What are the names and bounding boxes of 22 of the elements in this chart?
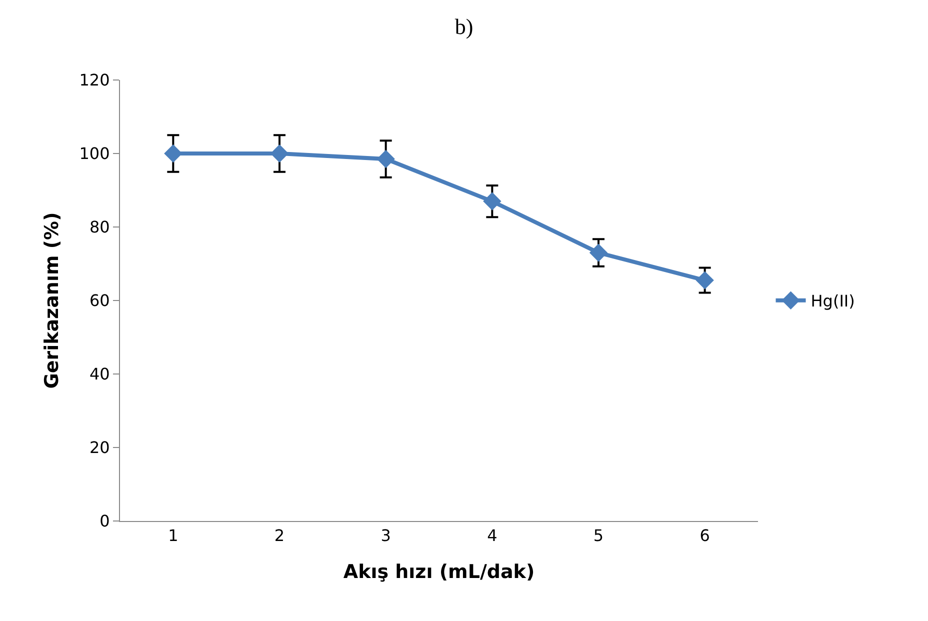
point: [483, 192, 502, 210]
y-tick-label: 100: [79, 144, 110, 164]
legend-label: Hg(II): [810, 292, 855, 311]
x-axis-title: Akış hızı (mL/dak): [343, 561, 535, 583]
x-tick-label: 1: [168, 526, 178, 546]
x-tick-label: 2: [274, 526, 285, 546]
point: [164, 144, 182, 163]
point: [376, 150, 395, 168]
x-tick-label: 6: [700, 526, 710, 546]
point: [696, 271, 714, 290]
x-tick-label: 3: [380, 526, 391, 546]
y-tick-label: 60: [89, 291, 110, 310]
y-tick-label: 40: [89, 364, 110, 384]
chart-title: b): [454, 14, 474, 40]
x-tick-label: 5: [593, 526, 604, 546]
x-tick-label: 4: [487, 526, 498, 546]
y-tick-label: 0: [100, 512, 110, 531]
y-tick-label: 120: [79, 70, 110, 90]
y-tick-label: 80: [89, 218, 110, 237]
y-tick-label: 20: [89, 438, 110, 458]
point: [589, 244, 608, 262]
y-axis-title: Gerikazanım (%): [41, 212, 64, 389]
